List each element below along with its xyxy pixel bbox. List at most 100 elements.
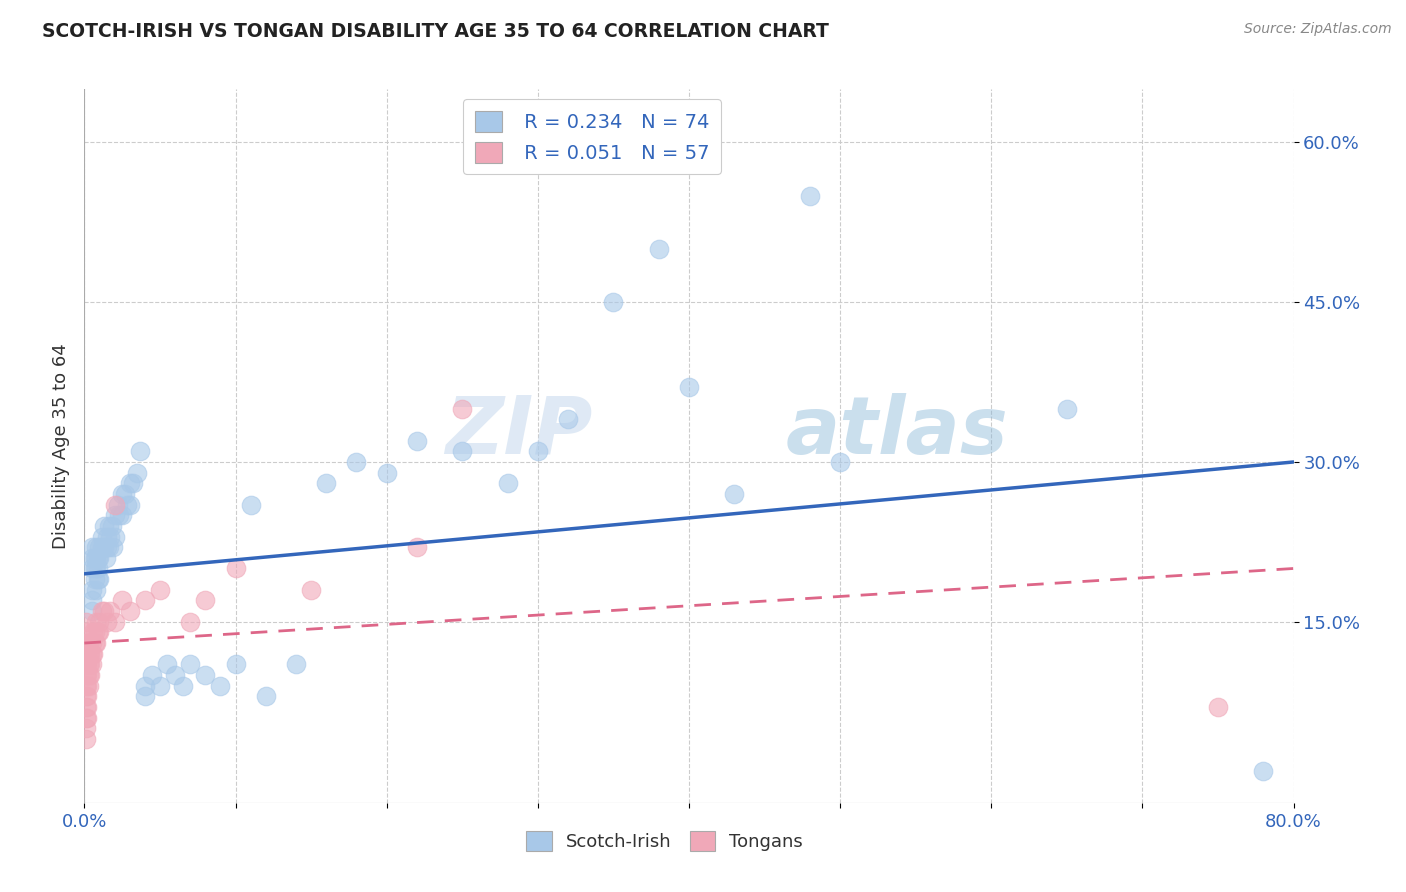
Point bbox=[89, 572, 111, 586]
Point bbox=[77, 679, 100, 693]
Text: SCOTCH-IRISH VS TONGAN DISABILITY AGE 35 TO 64 CORRELATION CHART: SCOTCH-IRISH VS TONGAN DISABILITY AGE 35… bbox=[42, 22, 830, 41]
Point bbox=[134, 679, 156, 693]
Point bbox=[107, 498, 129, 512]
Point bbox=[89, 625, 111, 640]
Point bbox=[80, 647, 103, 661]
Point bbox=[723, 487, 745, 501]
Point bbox=[76, 679, 98, 693]
Point bbox=[101, 540, 124, 554]
Point bbox=[115, 498, 138, 512]
Point bbox=[172, 679, 194, 693]
Point bbox=[527, 444, 550, 458]
Point bbox=[93, 604, 115, 618]
Point bbox=[111, 508, 134, 523]
Point bbox=[1253, 764, 1275, 778]
Point bbox=[75, 647, 97, 661]
Point bbox=[94, 550, 117, 565]
Point bbox=[80, 550, 103, 565]
Point bbox=[86, 561, 108, 575]
Point bbox=[84, 572, 107, 586]
Point bbox=[84, 625, 107, 640]
Point bbox=[86, 540, 108, 554]
Point bbox=[93, 540, 115, 554]
Point bbox=[111, 487, 134, 501]
Point bbox=[75, 679, 97, 693]
Point bbox=[82, 625, 104, 640]
Point bbox=[76, 668, 98, 682]
Point bbox=[179, 615, 201, 629]
Point bbox=[77, 657, 100, 672]
Point bbox=[830, 455, 852, 469]
Point bbox=[75, 731, 97, 746]
Point bbox=[87, 625, 110, 640]
Point bbox=[86, 615, 108, 629]
Point bbox=[96, 529, 118, 543]
Point bbox=[239, 498, 262, 512]
Point bbox=[299, 582, 322, 597]
Point bbox=[678, 380, 700, 394]
Point bbox=[108, 508, 131, 523]
Point bbox=[254, 690, 277, 704]
Point bbox=[75, 636, 97, 650]
Point bbox=[134, 690, 156, 704]
Point bbox=[118, 476, 141, 491]
Point bbox=[80, 540, 103, 554]
Point bbox=[557, 412, 579, 426]
Point bbox=[315, 476, 337, 491]
Point bbox=[111, 593, 134, 607]
Point bbox=[89, 615, 111, 629]
Point bbox=[346, 455, 368, 469]
Point bbox=[406, 434, 429, 448]
Point bbox=[91, 604, 114, 618]
Point bbox=[80, 593, 103, 607]
Point bbox=[179, 657, 201, 672]
Point bbox=[84, 636, 107, 650]
Point bbox=[165, 668, 187, 682]
Point bbox=[80, 561, 103, 575]
Point bbox=[77, 668, 100, 682]
Text: atlas: atlas bbox=[786, 392, 1008, 471]
Point bbox=[86, 550, 108, 565]
Point bbox=[86, 582, 108, 597]
Point bbox=[76, 636, 98, 650]
Point bbox=[75, 690, 97, 704]
Point bbox=[118, 498, 141, 512]
Point bbox=[98, 604, 121, 618]
Point bbox=[285, 657, 308, 672]
Point bbox=[118, 604, 141, 618]
Point bbox=[799, 188, 821, 202]
Point bbox=[451, 401, 474, 416]
Point bbox=[114, 487, 136, 501]
Point bbox=[97, 519, 120, 533]
Point bbox=[141, 668, 163, 682]
Point bbox=[80, 636, 103, 650]
Point bbox=[1206, 700, 1229, 714]
Point bbox=[82, 647, 104, 661]
Text: ZIP: ZIP bbox=[444, 392, 592, 471]
Point bbox=[80, 657, 103, 672]
Point bbox=[87, 561, 110, 575]
Point bbox=[89, 550, 111, 565]
Point bbox=[75, 615, 97, 629]
Point bbox=[84, 550, 107, 565]
Point bbox=[194, 668, 217, 682]
Point bbox=[496, 476, 519, 491]
Y-axis label: Disability Age 35 to 64: Disability Age 35 to 64 bbox=[52, 343, 70, 549]
Point bbox=[225, 561, 247, 575]
Point bbox=[98, 529, 121, 543]
Point bbox=[77, 647, 100, 661]
Point bbox=[194, 593, 217, 607]
Point bbox=[79, 647, 101, 661]
Text: Source: ZipAtlas.com: Source: ZipAtlas.com bbox=[1244, 22, 1392, 37]
Point bbox=[76, 647, 98, 661]
Point bbox=[75, 700, 97, 714]
Point bbox=[129, 444, 152, 458]
Point bbox=[96, 615, 118, 629]
Point bbox=[87, 550, 110, 565]
Point bbox=[75, 710, 97, 724]
Point bbox=[76, 710, 98, 724]
Point bbox=[104, 529, 127, 543]
Point bbox=[77, 636, 100, 650]
Point bbox=[93, 519, 115, 533]
Point bbox=[451, 444, 474, 458]
